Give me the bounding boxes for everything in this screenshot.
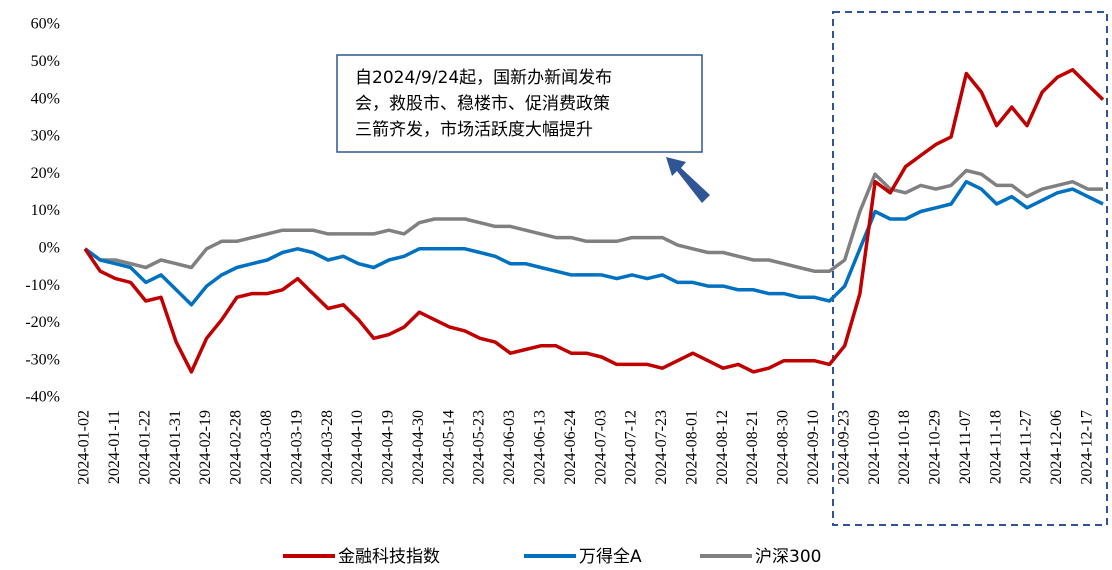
x-tick-label: 2024-02-28: [228, 410, 245, 485]
x-tick-label: 2024-01-31: [167, 410, 184, 485]
x-tick-label: 2024-01-02: [76, 410, 93, 485]
x-tick-label: 2024-06-13: [531, 410, 548, 485]
x-tick-label: 2024-07-12: [623, 410, 640, 485]
x-tick-label: 2024-12-06: [1048, 410, 1065, 485]
x-tick-label: 2024-06-24: [562, 410, 579, 485]
x-tick-label: 2024-08-30: [775, 410, 792, 485]
x-tick-label: 2024-07-23: [653, 410, 670, 485]
y-tick-label: 40%: [31, 90, 60, 107]
x-tick-label: 2024-12-17: [1078, 410, 1095, 485]
x-tick-label: 2024-05-14: [440, 410, 457, 485]
y-tick-label: 50%: [31, 53, 60, 70]
x-tick-label: 2024-06-03: [501, 410, 518, 485]
annotation-box: [336, 54, 703, 153]
x-tick-label: 2024-07-03: [592, 410, 609, 485]
x-tick-label: 2024-09-23: [835, 410, 852, 485]
annotation-arrow: [666, 157, 710, 203]
x-tick-label: 2024-04-30: [410, 410, 427, 485]
x-tick-label: 2024-10-18: [896, 410, 913, 485]
y-tick-label: 10%: [31, 202, 60, 219]
x-tick-label: 2024-08-12: [714, 410, 731, 485]
annotation-line: 三箭齐发，市场活跃度大幅提升: [355, 120, 593, 140]
y-tick-label: -20%: [25, 314, 60, 331]
highlight-box: [832, 11, 1108, 526]
series-line: [83, 168, 1103, 273]
y-tick-label: 30%: [31, 128, 60, 145]
y-tick-label: -40%: [25, 389, 60, 406]
annotation-line: 会，救股市、稳楼市、促消费政策: [355, 94, 610, 114]
x-tick-label: 2024-03-19: [288, 410, 305, 485]
x-tick-label: 2024-11-27: [1018, 410, 1035, 484]
y-tick-label: -10%: [25, 277, 60, 294]
series-line: [83, 68, 1105, 374]
y-tick-label: 20%: [31, 165, 60, 182]
x-tick-label: 2024-03-28: [319, 410, 336, 485]
series-line: [83, 179, 1104, 307]
x-tick-label: 2024-04-19: [380, 410, 397, 485]
y-tick-label: 0%: [39, 239, 60, 256]
x-tick-label: 2024-03-08: [258, 410, 275, 485]
x-tick-label: 2024-09-10: [805, 410, 822, 485]
y-tick-label: -30%: [25, 351, 60, 368]
x-tick-label: 2024-01-11: [106, 410, 123, 484]
annotation-line: 自2024/9/24起，国新办新闻发布: [355, 68, 612, 88]
x-tick-label: 2024-10-09: [866, 410, 883, 485]
x-tick-label: 2024-01-22: [136, 410, 153, 485]
x-tick-label: 2024-02-19: [197, 410, 214, 485]
x-tick-label: 2024-11-18: [987, 410, 1004, 484]
legend-label: 金融科技指数: [338, 547, 440, 567]
x-tick-label: 2024-08-01: [683, 410, 700, 485]
x-tick-label: 2024-08-21: [744, 410, 761, 485]
legend-label: 万得全A: [579, 547, 642, 567]
x-tick-label: 2024-11-07: [957, 410, 974, 484]
y-tick-label: 60%: [31, 16, 60, 33]
legend-label: 沪深300: [755, 547, 821, 567]
x-tick-label: 2024-05-23: [471, 410, 488, 485]
x-tick-label: 2024-04-10: [349, 410, 366, 485]
x-tick-label: 2024-10-29: [927, 410, 944, 485]
